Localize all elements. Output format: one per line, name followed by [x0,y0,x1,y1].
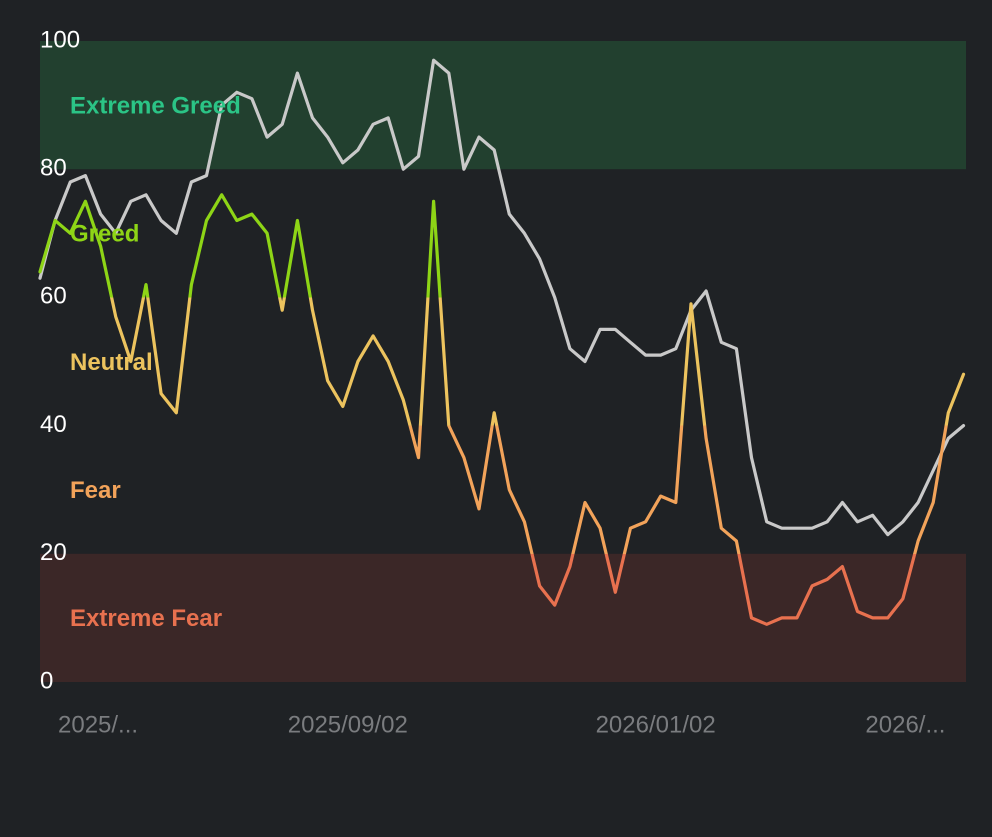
zone-band [40,553,966,682]
y-tick-label: 0 [40,667,53,694]
y-tick-label: 80 [40,155,67,182]
zone-label: Extreme Fear [70,605,222,632]
x-tick-label: 2025/09/02 [288,711,408,738]
zone-label: Fear [70,477,121,504]
y-tick-label: 20 [40,539,67,566]
y-tick-label: 60 [40,283,67,310]
x-tick-label: 2025/... [58,711,138,738]
y-tick-label: 100 [40,26,80,53]
zone-label: Greed [70,221,139,248]
zone-label: Neutral [70,349,153,376]
x-tick-label: 2026/01/02 [596,711,716,738]
zone-label: Extreme Greed [70,92,241,119]
series-line [38,58,966,537]
y-tick-label: 40 [40,411,67,438]
x-tick-label: 2026/... [865,711,945,738]
zone-band [40,41,966,170]
series-line [38,193,966,626]
